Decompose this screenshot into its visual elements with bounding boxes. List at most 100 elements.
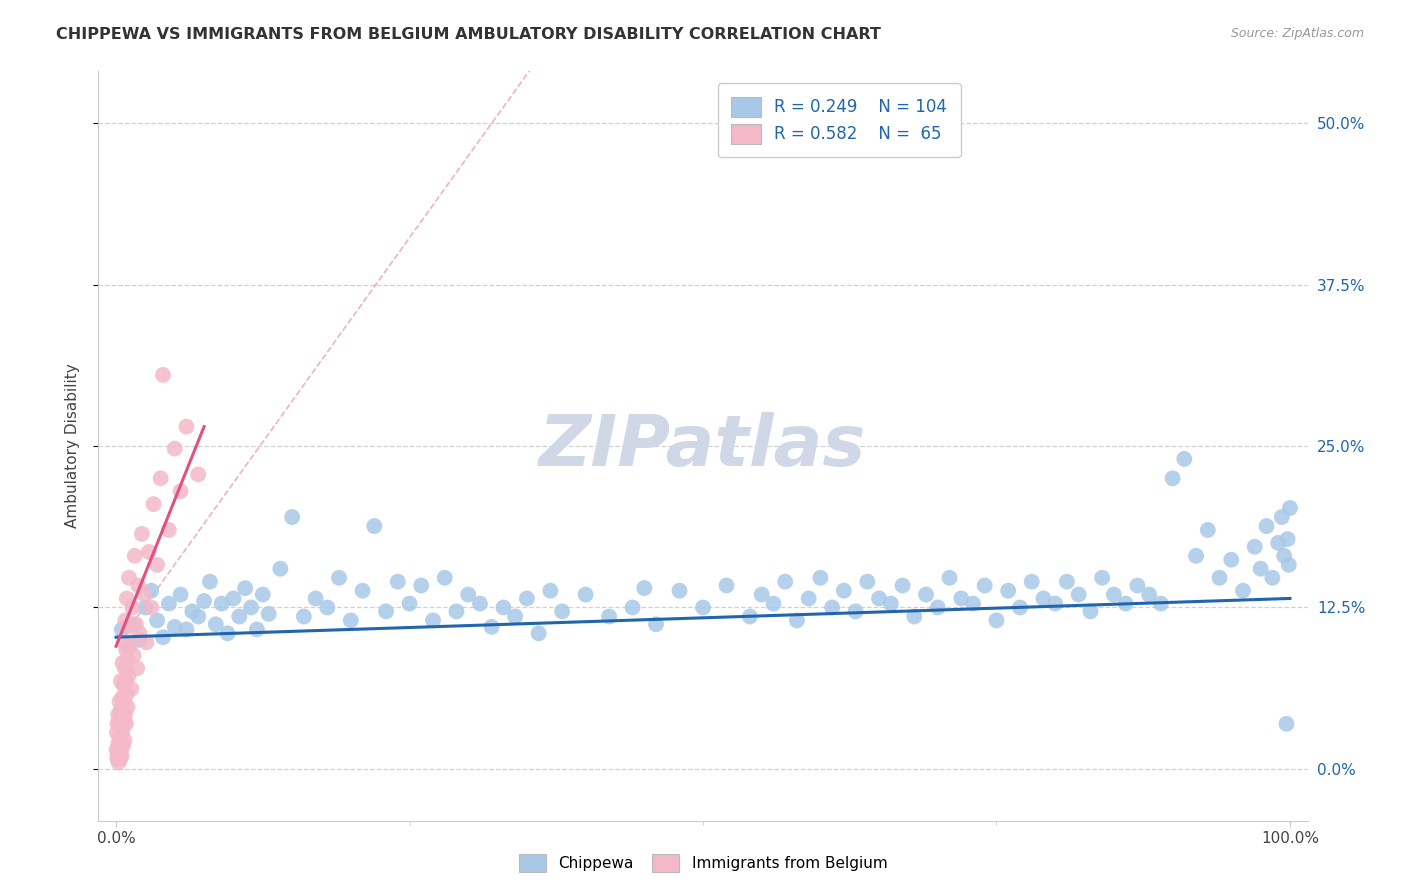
Point [110, 721, 132, 735]
Point [1008, 600, 1031, 615]
Point [152, 368, 174, 382]
Point [375, 604, 398, 618]
Point [114, 674, 136, 689]
Point [1220, 552, 1243, 566]
Point [997, 583, 1019, 598]
Point [181, 604, 204, 618]
Point [1091, 571, 1114, 585]
Point [114, 661, 136, 675]
Point [856, 574, 879, 589]
Point [107, 707, 129, 722]
Point [481, 620, 503, 634]
Point [692, 600, 714, 615]
Point [950, 591, 973, 606]
Point [169, 484, 191, 499]
Point [808, 571, 831, 585]
Point [1080, 604, 1102, 618]
Point [903, 609, 925, 624]
Point [973, 578, 995, 592]
Point [118, 571, 141, 585]
Point [527, 626, 550, 640]
Point [845, 604, 868, 618]
Point [1250, 562, 1272, 576]
Point [114, 614, 136, 628]
Legend: R = 0.249    N = 104, R = 0.582    N =  65: R = 0.249 N = 104, R = 0.582 N = 65 [718, 84, 960, 158]
Point [117, 669, 139, 683]
Point [111, 623, 134, 637]
Point [169, 588, 191, 602]
Point [112, 678, 135, 692]
Point [1185, 549, 1208, 563]
Point [149, 471, 172, 485]
Point [1032, 591, 1054, 606]
Point [110, 742, 132, 756]
Point [1197, 523, 1219, 537]
Point [411, 578, 433, 592]
Point [328, 571, 350, 585]
Point [773, 574, 796, 589]
Point [115, 716, 138, 731]
Point [598, 609, 620, 624]
Point [131, 526, 153, 541]
Point [110, 704, 132, 718]
Point [134, 600, 156, 615]
Point [107, 747, 129, 761]
Point [986, 614, 1008, 628]
Point [1277, 532, 1299, 546]
Point [120, 639, 142, 653]
Point [738, 609, 761, 624]
Point [146, 558, 169, 572]
Point [114, 707, 136, 722]
Point [281, 510, 304, 524]
Point [832, 583, 855, 598]
Point [304, 591, 326, 606]
Point [398, 597, 420, 611]
Point [716, 578, 738, 592]
Point [124, 549, 146, 563]
Point [1243, 540, 1265, 554]
Point [457, 588, 479, 602]
Text: CHIPPEWA VS IMMIGRANTS FROM BELGIUM AMBULATORY DISABILITY CORRELATION CHART: CHIPPEWA VS IMMIGRANTS FROM BELGIUM AMBU… [56, 27, 882, 42]
Point [112, 695, 135, 709]
Legend: Chippewa, Immigrants from Belgium: Chippewa, Immigrants from Belgium [510, 846, 896, 880]
Point [891, 578, 914, 592]
Point [125, 617, 148, 632]
Point [1256, 519, 1278, 533]
Point [1232, 583, 1254, 598]
Point [1272, 549, 1295, 563]
Point [751, 588, 773, 602]
Point [1021, 574, 1043, 589]
Point [198, 574, 221, 589]
Point [105, 742, 128, 756]
Point [105, 726, 128, 740]
Point [141, 600, 163, 615]
Point [108, 739, 131, 753]
Point [422, 614, 444, 628]
Point [821, 600, 844, 615]
Point [1261, 571, 1284, 585]
Point [1271, 510, 1294, 524]
Point [233, 581, 256, 595]
Point [516, 591, 538, 606]
Y-axis label: Ambulatory Disability: Ambulatory Disability [65, 364, 80, 528]
Point [112, 716, 135, 731]
Point [127, 578, 149, 592]
Point [211, 597, 233, 611]
Point [134, 588, 156, 602]
Point [1150, 597, 1173, 611]
Point [1278, 501, 1301, 516]
Point [117, 700, 139, 714]
Point [115, 687, 138, 701]
Text: Source: ZipAtlas.com: Source: ZipAtlas.com [1230, 27, 1364, 40]
Point [110, 674, 132, 689]
Point [127, 661, 149, 675]
Point [108, 713, 131, 727]
Point [316, 600, 339, 615]
Point [1137, 588, 1160, 602]
Point [387, 574, 409, 589]
Point [117, 639, 139, 653]
Point [538, 583, 561, 598]
Point [176, 419, 198, 434]
Point [762, 597, 785, 611]
Text: ZIPatlas: ZIPatlas [540, 411, 866, 481]
